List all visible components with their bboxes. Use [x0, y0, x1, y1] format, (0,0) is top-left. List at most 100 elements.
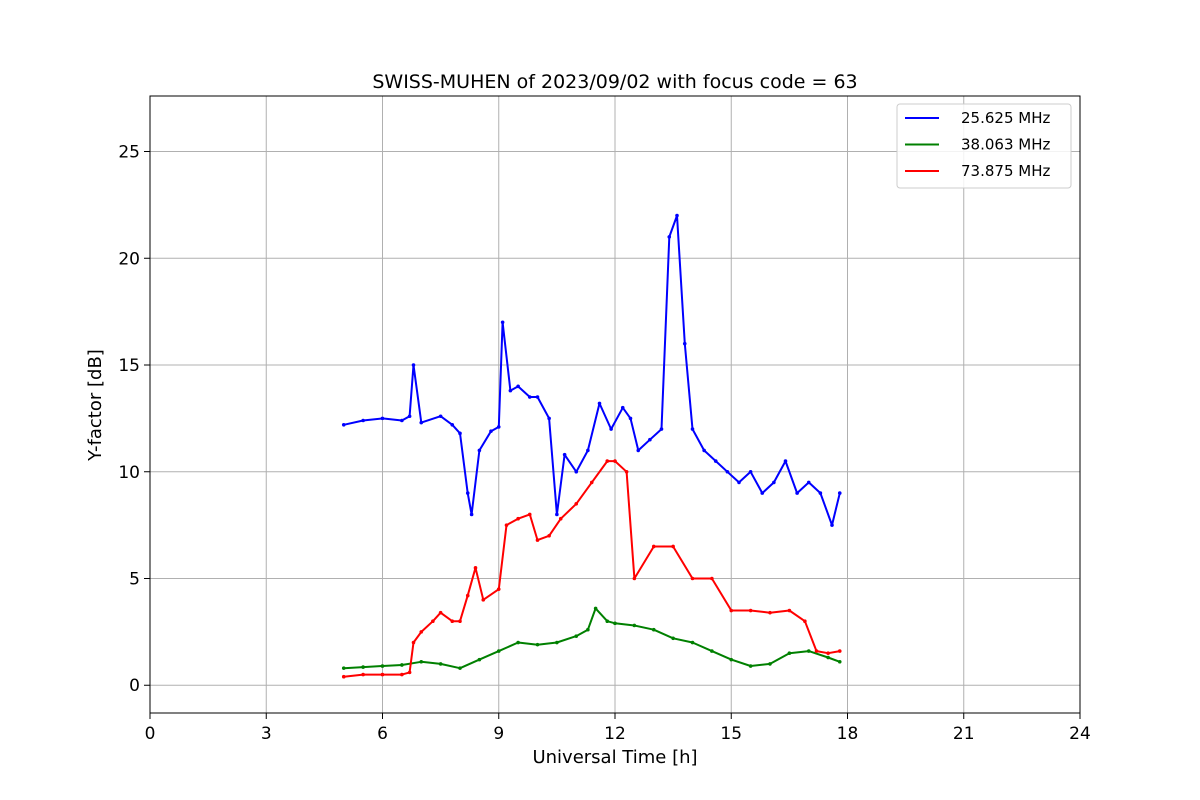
x-tick-label: 0 [145, 724, 156, 744]
data-point [651, 627, 656, 632]
data-point [562, 452, 567, 457]
data-point [648, 437, 652, 442]
data-point [555, 512, 559, 517]
x-tick-label: 3 [261, 724, 272, 744]
data-point [481, 598, 486, 602]
data-point [826, 651, 830, 656]
chart-title: SWISS-MUHEN of 2023/09/02 with focus cod… [372, 71, 857, 93]
data-point [535, 538, 540, 542]
data-point [465, 491, 470, 495]
data-point [419, 630, 424, 634]
data-point [768, 610, 772, 615]
data-point [729, 608, 734, 613]
data-point [586, 448, 590, 453]
data-point [725, 469, 730, 474]
data-point [574, 634, 579, 638]
data-point [574, 501, 579, 506]
data-point [818, 491, 823, 495]
data-point [605, 619, 610, 623]
data-point [624, 469, 629, 474]
y-tick-label: 10 [118, 463, 140, 483]
data-point [407, 670, 412, 675]
data-point [431, 619, 435, 623]
y-axis-title: Y-factor [dB] [85, 349, 106, 462]
data-point [458, 619, 462, 623]
data-point [671, 544, 675, 549]
ticks: 0 3 6 9 12 15 18 21 24 0 5 10 15 20 25 [118, 143, 1090, 744]
data-point [535, 395, 540, 399]
x-tick-label: 9 [493, 724, 504, 744]
y-tick-label: 20 [118, 249, 140, 269]
data-point [837, 491, 842, 495]
data-point [826, 655, 830, 660]
data-point [508, 388, 513, 393]
x-tick-label: 12 [604, 724, 626, 744]
data-point [516, 384, 520, 389]
data-point [407, 414, 412, 419]
legend-label: 38.063 MHz [961, 136, 1050, 154]
data-point [504, 523, 509, 527]
data-point [671, 636, 675, 641]
data-point [527, 512, 532, 517]
data-point [419, 659, 424, 664]
data-point [380, 664, 385, 668]
data-point [527, 395, 532, 399]
data-point [361, 418, 365, 423]
data-point [341, 666, 346, 670]
data-point [361, 672, 365, 677]
data-point [690, 640, 695, 645]
data-point [632, 623, 637, 628]
data-point [547, 533, 551, 538]
data-point [473, 566, 478, 570]
data-point [748, 608, 753, 613]
data-point [710, 576, 714, 581]
y-tick-label: 15 [118, 356, 140, 376]
data-point [496, 425, 501, 429]
series-layer [341, 213, 842, 679]
data-point [469, 512, 474, 517]
data-point [659, 427, 664, 431]
data-point [787, 608, 792, 613]
y-tick-label: 25 [118, 143, 140, 163]
data-point [361, 665, 365, 669]
data-point [589, 480, 594, 485]
data-point [380, 416, 385, 421]
data-point [593, 606, 598, 611]
data-point [458, 666, 462, 670]
data-point [400, 672, 404, 677]
data-point [682, 341, 687, 346]
data-point [516, 640, 520, 645]
data-point [477, 657, 482, 662]
data-point [667, 235, 672, 239]
data-point [787, 651, 792, 656]
data-point [516, 516, 520, 521]
data-point [837, 649, 842, 653]
data-point [609, 427, 613, 431]
x-tick-label: 21 [953, 724, 975, 744]
x-axis-title: Universal Time [h] [532, 747, 697, 768]
data-point [477, 448, 482, 453]
data-point [419, 420, 424, 425]
data-point [748, 664, 753, 668]
data-point [496, 587, 501, 591]
data-point [830, 523, 834, 527]
data-point [586, 627, 590, 632]
data-point [760, 491, 765, 495]
data-point [547, 416, 551, 421]
data-point [438, 414, 443, 419]
data-point [450, 422, 455, 427]
data-point [458, 431, 462, 436]
data-point [341, 674, 346, 679]
data-point [806, 649, 811, 653]
data-point [555, 640, 559, 645]
x-tick-label: 15 [720, 724, 742, 744]
data-point [636, 448, 641, 453]
legend: 25.625 MHz 38.063 MHz 73.875 MHz [896, 103, 1072, 189]
data-point [605, 459, 610, 463]
data-point [795, 491, 799, 495]
data-point [772, 480, 776, 485]
data-point [651, 544, 656, 549]
data-point [768, 662, 772, 666]
x-tick-label: 6 [377, 724, 388, 744]
